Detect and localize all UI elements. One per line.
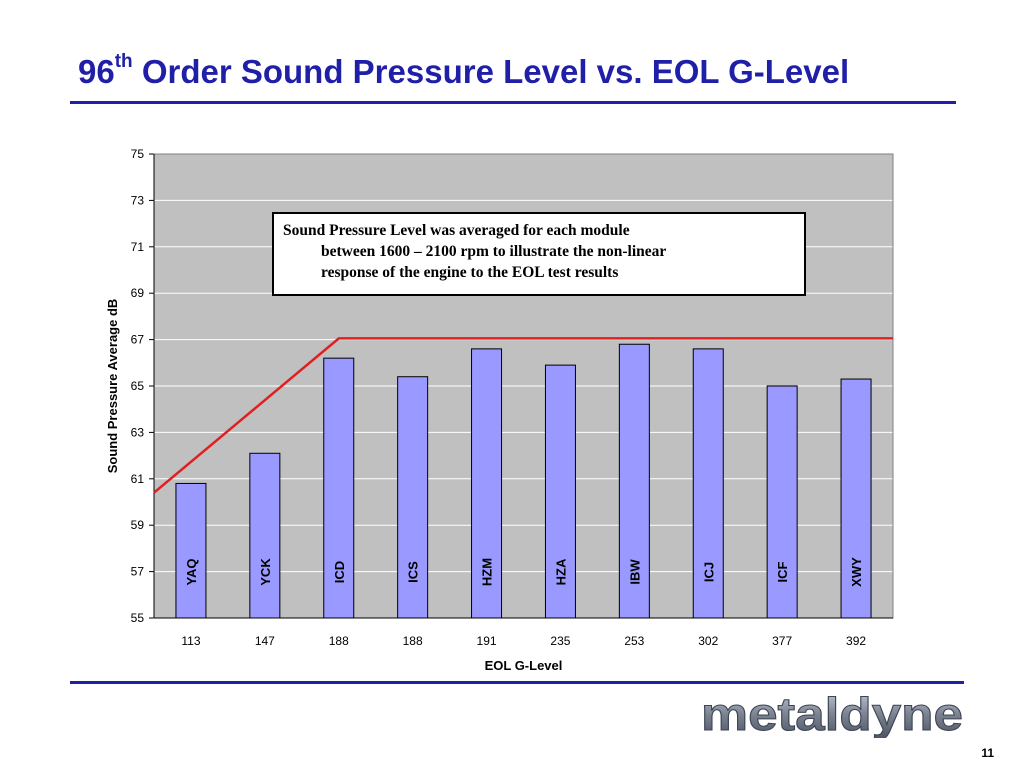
bar-label: ICJ: [701, 562, 716, 582]
x-tick-label: 188: [329, 634, 349, 648]
bar: [544, 364, 576, 619]
title-superscript: th: [114, 51, 133, 72]
x-tick-label: 191: [477, 634, 497, 648]
bar: [618, 343, 650, 619]
bar-label: IBW: [627, 559, 642, 585]
y-tick-label: 75: [131, 147, 145, 161]
annotation-line-2: between 1600 – 2100 rpm to illustrate th…: [321, 243, 667, 260]
x-tick-label: 113: [181, 634, 200, 648]
bar-label: HZA: [553, 558, 568, 585]
bar: [175, 482, 207, 619]
bar-label: ICF: [775, 561, 790, 582]
annotation-line-3: response of the engine to the EOL test r…: [321, 264, 619, 281]
x-axis-title: EOL G-Level: [485, 658, 563, 673]
x-tick-label: 235: [550, 634, 570, 648]
x-tick-label: 188: [403, 634, 423, 648]
y-tick-label: 73: [131, 193, 145, 207]
bar-chart: 55 57 59 61 63 65 67 69 71 73 75 YAQ 113 YCK 147 ICD 188…: [105, 147, 894, 673]
y-tick-label: 57: [131, 565, 145, 579]
logo-wordmark: metaldyne: [701, 694, 963, 738]
y-tick-label: 71: [131, 240, 145, 254]
bar: [323, 357, 355, 619]
bar: [692, 348, 724, 619]
title-rule: [70, 101, 956, 104]
y-axis-title: Sound Pressure Average dB: [105, 299, 120, 474]
y-tick-label: 61: [131, 472, 145, 486]
bar-label: ICD: [332, 561, 347, 583]
trend-line: [153, 337, 893, 494]
bar: [397, 376, 429, 619]
y-tick-label: 65: [131, 379, 145, 393]
y-tick-label: 69: [131, 286, 145, 300]
bar-label: YCK: [258, 558, 273, 586]
page-number: 11: [981, 746, 994, 760]
y-tick-label: 55: [131, 611, 145, 625]
x-tick-label: 147: [255, 634, 275, 648]
bar-label: HZM: [480, 558, 495, 586]
slide-title: 96th Order Sound Pressure Level vs. EOL …: [78, 51, 850, 90]
metaldyne-logo: metaldyne: [701, 694, 964, 738]
y-tick-label: 63: [131, 425, 145, 439]
bar: [249, 452, 281, 619]
x-tick-label: 392: [846, 634, 866, 648]
annotation-box: Sound Pressure Level was averaged for ea…: [272, 212, 806, 296]
title-number: 96: [78, 53, 115, 90]
bar: [840, 378, 872, 619]
y-tick-label: 59: [131, 518, 145, 532]
bar: [766, 385, 798, 619]
bar-label: ICS: [406, 561, 421, 583]
y-tick-label: 67: [131, 333, 145, 347]
bar: [471, 348, 503, 619]
x-tick-label: 377: [772, 634, 792, 648]
annotation-line-1: Sound Pressure Level was averaged for ea…: [283, 222, 630, 239]
footer-rule: [70, 681, 964, 684]
bar-label: YAQ: [184, 559, 199, 586]
x-tick-label: 253: [624, 634, 644, 648]
x-tick-label: 302: [698, 634, 718, 648]
title-text: Order Sound Pressure Level vs. EOL G-Lev…: [132, 53, 850, 90]
bar-label: XWY: [849, 557, 864, 587]
